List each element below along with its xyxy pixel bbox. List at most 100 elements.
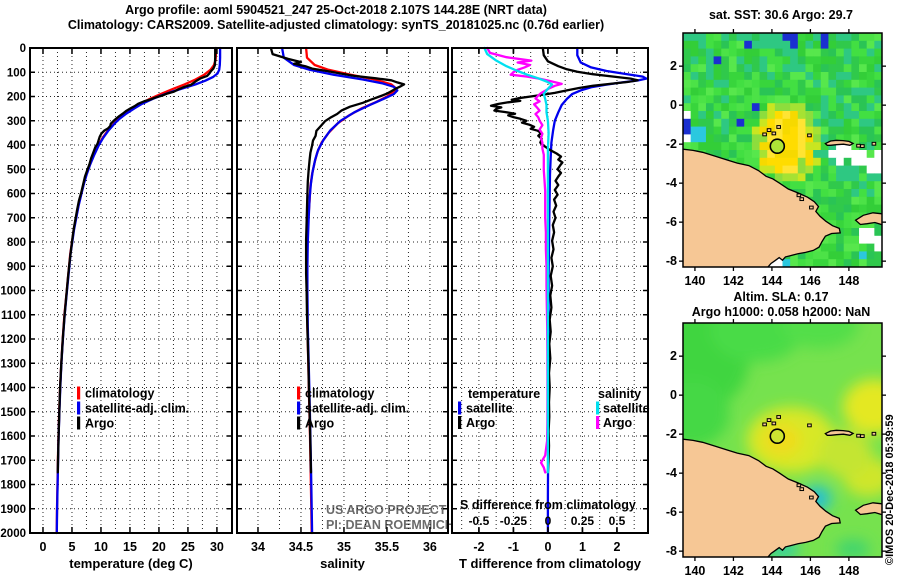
climatology-salinity-line — [304, 46, 397, 535]
axis-label: 1600 — [0, 431, 26, 443]
axis-label: 2 — [613, 540, 620, 554]
axis-label: satellite — [466, 402, 513, 416]
axis-tick-labels: -2 -1 0 1 2 — [473, 540, 620, 554]
s-difference-axis: -0.5 -0.25 0 0.25 0.5 S difference from clima… — [460, 48, 636, 533]
figure-title: Argo profile: aoml 5904521_247 25-Oct-20… — [0, 3, 672, 33]
axis-label: satellite-adj. clim. — [305, 402, 409, 416]
land-polygons — [683, 415, 882, 557]
satellite-s-difference-line — [483, 46, 554, 474]
axis-label: satellite — [603, 402, 650, 416]
axis-label: 140 — [685, 564, 706, 578]
legend-swatch — [297, 416, 301, 430]
axis-label: 144 — [761, 274, 782, 288]
axis-label: 0 — [670, 388, 677, 402]
argo-float-marker — [769, 138, 786, 155]
axis-label: 1300 — [0, 358, 26, 370]
axis-label: Argo — [603, 416, 633, 430]
sla-map-title-line-1: Altim. SLA: 0.17 — [733, 290, 829, 304]
legend-swatch — [596, 416, 600, 429]
axis-label: 1 — [579, 540, 586, 554]
axis-label: Argo — [466, 416, 496, 430]
axis-label: -2 — [666, 427, 677, 441]
axis-label: 1000 — [0, 286, 26, 298]
sst-map-title: sat. SST: 30.6 Argo: 29.7 — [708, 8, 854, 22]
axis-label: 900 — [7, 261, 26, 273]
map-border — [682, 322, 883, 558]
legend-swatch — [458, 416, 462, 429]
salinity-profile-panel: 34 34.5 35 35.5 36 salinity climatologysatelli… — [236, 46, 449, 571]
axis-label: 0 — [20, 43, 26, 55]
grid-lines — [452, 48, 648, 533]
axis-label: 1500 — [0, 407, 26, 419]
axis-label: -2 — [473, 540, 484, 554]
axis-label: 146 — [800, 274, 821, 288]
title-line-2: Climatology: CARS2009. Satellite-adjuste… — [67, 18, 605, 32]
legend-swatch — [297, 386, 301, 400]
temperature-profile-panel: 0 5 10 15 20 25 300100200300400500600700800900… — [0, 43, 233, 571]
axis-label: 0 — [670, 98, 677, 112]
axis-label: 30 — [210, 540, 224, 554]
axis-label: 20 — [152, 540, 166, 554]
axis-label: 10 — [94, 540, 108, 554]
axis-label: 800 — [7, 237, 26, 249]
axis-label: 34 — [251, 540, 265, 554]
axis-ticks — [30, 48, 232, 533]
legend: temperaturesatelliteArgosalinitysatellit… — [458, 387, 650, 430]
axis-label: 142 — [723, 274, 744, 288]
argo-temperature-line — [56, 46, 217, 474]
axis-label: 1200 — [0, 334, 26, 346]
axis-label: 35 — [337, 540, 351, 554]
axis-label: -8 — [666, 254, 677, 268]
axis-label: -8 — [666, 544, 677, 558]
axis-label: 1700 — [0, 455, 26, 467]
land-polygons — [683, 125, 882, 267]
axis-label: 15 — [123, 540, 137, 554]
axis-label: 700 — [7, 213, 26, 225]
legend-swatch — [458, 401, 462, 415]
axis-label: T difference from climatology — [459, 556, 642, 571]
title-line-1: Argo profile: aoml 5904521_247 25-Oct-20… — [125, 3, 547, 17]
axis-label: 144 — [761, 564, 782, 578]
axis-label: 0 — [545, 514, 552, 528]
axis-label: 36 — [423, 540, 437, 554]
axis-label: 148 — [838, 274, 859, 288]
series-lines — [483, 46, 648, 535]
axis-label: 2 — [670, 59, 677, 73]
grid-lines — [30, 48, 232, 533]
axis-label: salinity — [598, 387, 641, 401]
axis-label: 400 — [7, 140, 26, 152]
satellite-t-difference-line — [546, 46, 648, 535]
climatology-temperature-line — [55, 46, 218, 535]
series-lines — [269, 46, 406, 535]
project-watermark: US ARGO PROJECT PI: DEAN ROEMMICH — [326, 503, 466, 533]
axis-label: 0.5 — [609, 514, 626, 528]
axis-label: 35.5 — [375, 540, 399, 554]
axis-label: -1 — [508, 540, 519, 554]
satellite-adjusted-salinity-line — [280, 46, 399, 535]
axis-label: temperature — [468, 387, 540, 401]
axis-label: Argo — [85, 417, 115, 431]
axis-label: -0.5 — [469, 514, 490, 528]
axis-label: Argo — [305, 417, 335, 431]
legend-swatch — [77, 401, 81, 415]
axis-label: S difference from climatology — [460, 498, 636, 512]
axis-label: 200 — [7, 92, 26, 104]
legend-swatch — [297, 401, 301, 415]
argo-float-marker — [769, 428, 786, 445]
watermark-line-1: US ARGO PROJECT — [326, 503, 447, 517]
axis-label: 1400 — [0, 383, 26, 395]
map-border — [682, 32, 883, 268]
axis-label: 1100 — [1, 310, 26, 322]
watermark-line-2: PI: DEAN ROEMMICH — [326, 518, 454, 532]
axis-ticks — [679, 319, 886, 561]
series-lines — [55, 46, 222, 535]
axis-label: climatology — [305, 387, 375, 401]
axis-label: 0.25 — [571, 514, 595, 528]
axis-ticks — [452, 48, 648, 533]
axis-label: -6 — [666, 215, 677, 229]
axis-label: 140 — [685, 274, 706, 288]
axis-label: 2 — [670, 349, 677, 363]
axis-label: temperature (deg C) — [69, 556, 193, 571]
